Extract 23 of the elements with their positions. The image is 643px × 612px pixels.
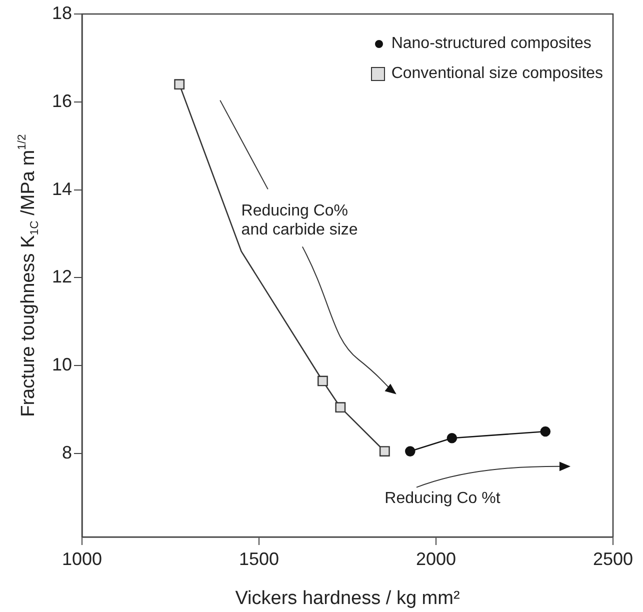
annotation: Reducing Co% and carbide size [241,202,358,238]
point [540,426,551,437]
point [335,402,346,413]
x-axis-title: Vickers hardness / kg mm² [235,588,460,609]
point [446,432,458,444]
point [318,376,328,386]
x-tick-label: 2000 [416,548,456,569]
point [379,446,390,456]
y-axis-title: Fracture toughness K1C /MPa m1/2 [16,134,41,417]
legend-label: Conventional size composites [391,65,603,83]
x-tick-label: 1500 [238,548,280,569]
annotation: Reducing Co %t [384,490,501,508]
y-tick-label: 14 [52,178,72,199]
x-tick-label: 1000 [62,548,102,569]
y-tick-label: 8 [62,442,72,462]
y-tick-label: 10 [52,354,72,375]
x-tick-label: 2500 [592,548,634,569]
legend-label: Nano-structured composites [391,35,592,53]
point [405,446,416,456]
y-tick-label: 12 [52,266,72,287]
y-tick-label: 18 [52,2,72,23]
point [174,79,185,90]
y-tick-label: 16 [52,90,72,111]
